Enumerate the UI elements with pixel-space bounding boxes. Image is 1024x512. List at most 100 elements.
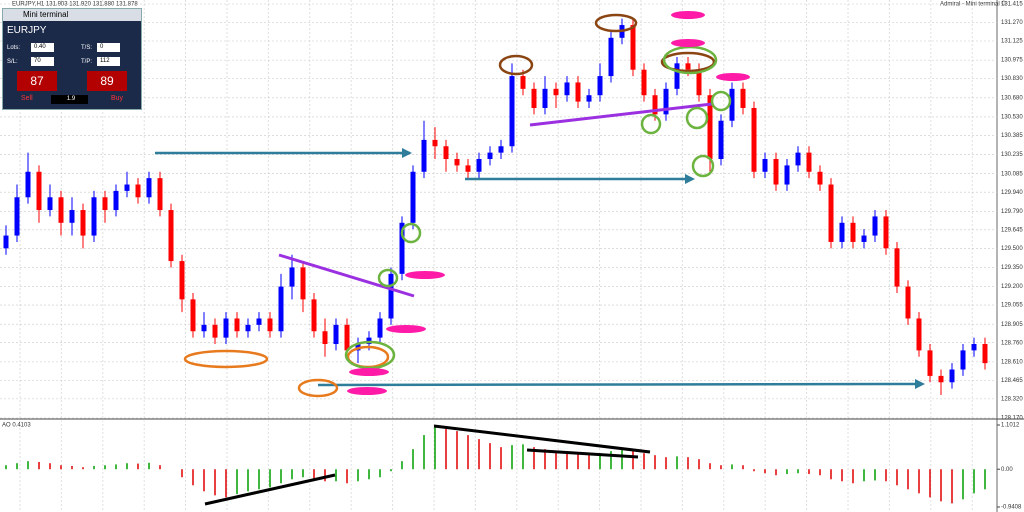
candle-body — [377, 318, 383, 338]
ellipse — [498, 54, 534, 76]
candle-body — [322, 331, 328, 345]
input[interactable]: 0.40 — [31, 43, 54, 52]
candle-body — [300, 267, 306, 300]
candle-body — [14, 197, 20, 236]
mini-terminal[interactable]: Mini terminal EURJPY Lots: 0.40 T/S: 0 S… — [2, 8, 142, 110]
candle-body — [421, 139, 427, 172]
candle-body — [212, 324, 218, 338]
candle-body — [135, 184, 141, 198]
sell-button[interactable]: 87 — [17, 71, 57, 91]
y-tick-label: 130.975 — [1001, 58, 1023, 64]
y-tick-label: 128.610 — [1001, 359, 1023, 365]
candle-body — [564, 82, 570, 96]
ellipse — [685, 106, 709, 130]
candle-body — [476, 159, 482, 172]
candle-body — [872, 216, 878, 236]
y-tick-label: 0.00 — [1001, 467, 1013, 473]
label: T/P: — [81, 59, 93, 65]
y-tick-label: 129.940 — [1001, 190, 1023, 196]
candle-body — [806, 152, 812, 172]
buy-button[interactable]: 89 — [87, 71, 127, 91]
candle-body — [443, 146, 449, 160]
trend-line — [204, 473, 336, 506]
candle-body — [454, 159, 460, 166]
candle-body — [916, 318, 922, 351]
candle-body — [47, 197, 53, 211]
y-tick-label: 130.680 — [1001, 95, 1023, 101]
candle-body — [234, 318, 240, 332]
ellipse — [710, 90, 732, 112]
candle-body — [465, 165, 471, 172]
candle-body — [971, 344, 977, 351]
y-tick-label: 130.830 — [1001, 76, 1023, 82]
candle-body — [597, 76, 603, 96]
label: S/L: — [7, 59, 18, 65]
y-tick-label: 129.055 — [1001, 303, 1023, 309]
candle-body — [25, 171, 31, 198]
ellipse — [183, 349, 269, 369]
candle-body — [850, 222, 856, 242]
input[interactable]: 70 — [31, 57, 54, 66]
candle-body — [762, 159, 768, 172]
input[interactable]: 0 — [97, 43, 120, 52]
candle-body — [36, 171, 42, 211]
trend-line — [278, 253, 415, 298]
candle-body — [949, 369, 955, 383]
candle-body — [520, 76, 526, 89]
candle-body — [487, 152, 493, 160]
candle-body — [839, 222, 845, 242]
candle-body — [861, 235, 867, 242]
y-tick-label: 128.465 — [1001, 378, 1023, 384]
candle-body — [817, 171, 823, 185]
y-tick-label: 128.760 — [1001, 340, 1023, 346]
y-tick-label: 130.530 — [1001, 114, 1023, 120]
arrow-head — [685, 174, 695, 184]
candle-body — [927, 350, 933, 376]
candle-body — [575, 82, 581, 102]
candle-body — [531, 88, 537, 108]
candle-body — [630, 25, 636, 70]
symbol: EURJPY — [7, 25, 47, 36]
buy-label[interactable]: Buy — [111, 95, 124, 102]
sell-label[interactable]: Sell — [21, 95, 33, 102]
y-tick-label: 130.385 — [1001, 133, 1023, 139]
candle-body — [828, 184, 834, 242]
candle-body — [245, 324, 251, 332]
arrow-head — [402, 148, 412, 158]
y-tick-label: 130.085 — [1001, 171, 1023, 177]
candle-body — [388, 273, 394, 319]
y-tick-label: 131.270 — [1001, 20, 1023, 26]
candle-body — [3, 235, 9, 249]
y-tick-label: 128.905 — [1001, 322, 1023, 328]
candle-body — [773, 159, 779, 185]
trend-line — [529, 102, 713, 127]
y-tick-label: 131.415 — [1001, 2, 1023, 8]
ellipse — [377, 268, 399, 288]
candle-body — [938, 375, 944, 383]
candle-body — [278, 286, 284, 332]
candle-body — [91, 197, 97, 236]
candle-body — [707, 95, 713, 160]
input[interactable]: 112 — [97, 57, 120, 66]
candle-body — [894, 248, 900, 287]
label: Lots: — [7, 45, 21, 51]
oscillator-title: AO 0.4103 — [2, 423, 31, 429]
candle-body — [674, 63, 680, 89]
candle-body — [509, 76, 515, 147]
y-tick-label: 131.125 — [1001, 39, 1023, 45]
arrow-head — [915, 379, 925, 389]
candle-body — [157, 178, 163, 211]
candle-body — [267, 318, 273, 332]
candle-body — [289, 267, 295, 287]
candle-body — [179, 261, 185, 300]
candle-body — [586, 95, 592, 102]
candle-body — [69, 210, 75, 223]
candle-body — [542, 88, 548, 108]
ellipse — [660, 51, 716, 73]
candle-body — [432, 139, 438, 147]
candle-body — [113, 190, 119, 211]
candle-body — [168, 210, 174, 262]
